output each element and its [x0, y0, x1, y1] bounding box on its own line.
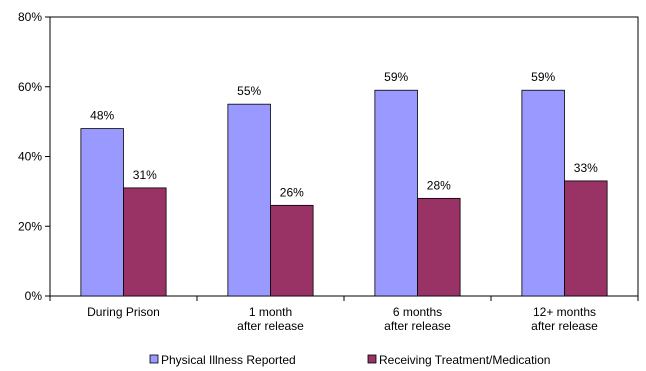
y-tick-label: 60% — [18, 80, 42, 94]
legend-label: Physical Illness Reported — [161, 353, 296, 367]
y-tick-label: 20% — [18, 219, 42, 233]
x-category-label: 1 month — [249, 305, 292, 319]
x-category-label: During Prison — [87, 305, 160, 319]
data-label: 59% — [531, 70, 555, 84]
bar — [374, 89, 418, 297]
data-label: 33% — [574, 161, 598, 175]
x-category-label: after release — [237, 319, 304, 333]
bar — [521, 89, 565, 297]
legend-swatch — [149, 354, 159, 364]
bars — [80, 89, 608, 297]
bar — [123, 187, 167, 297]
y-tick-label: 40% — [18, 150, 42, 164]
legend-swatch — [367, 354, 377, 364]
data-labels: 48% 31% 55% 26% 59% 28% 59% 33% — [90, 70, 598, 199]
legend: Physical Illness Reported Receiving Treat… — [149, 353, 550, 367]
x-category-label: after release — [531, 319, 598, 333]
x-category-label: after release — [384, 319, 451, 333]
data-label: 59% — [384, 70, 408, 84]
bar — [417, 197, 461, 297]
data-label: 48% — [90, 109, 114, 123]
legend-label: Receiving Treatment/Medication — [379, 353, 550, 367]
x-category-label: 6 months — [393, 305, 442, 319]
y-tick-label: 80% — [18, 10, 42, 24]
y-tick-label: 0% — [25, 289, 43, 303]
bar — [227, 103, 271, 297]
bar — [270, 204, 314, 297]
data-label: 28% — [427, 178, 451, 192]
x-category-label: 12+ months — [533, 305, 596, 319]
bar — [564, 180, 608, 297]
data-label: 26% — [280, 185, 304, 199]
bar — [80, 128, 124, 297]
data-label: 31% — [133, 168, 157, 182]
data-label: 55% — [237, 84, 261, 98]
